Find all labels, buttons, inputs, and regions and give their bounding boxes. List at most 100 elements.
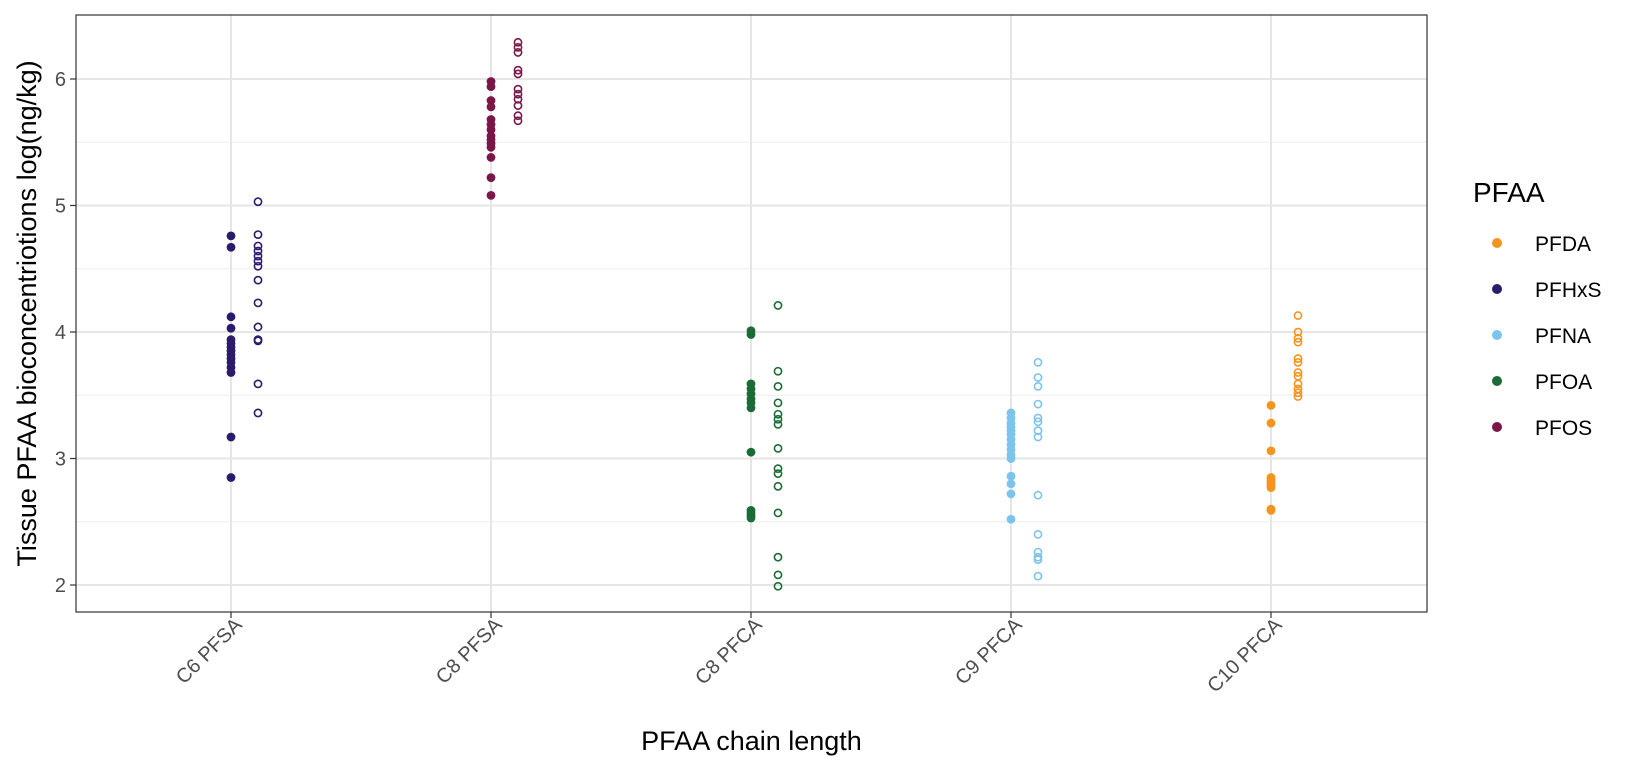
data-point-pfhxs-open (253, 298, 263, 308)
data-point-pfoa-open (773, 419, 783, 429)
data-point-pfoa-open (773, 443, 783, 453)
y-tick-label: 5 (55, 196, 66, 218)
data-point-pfhxs-open (253, 246, 263, 256)
data-point-pfhxs-open (253, 275, 263, 285)
data-point-pfhxs-filled (226, 432, 236, 442)
data-point-pfhxs-open (253, 256, 263, 266)
data-point-pfos-filled (486, 102, 496, 112)
data-point-pfna-filled (1006, 514, 1016, 524)
data-point-pfda-filled (1266, 483, 1276, 492)
legend-key-pfoa (1492, 376, 1502, 386)
data-point-pfda-filled (1266, 505, 1276, 515)
data-point-pfoa-open (773, 381, 783, 391)
data-point-pfos-filled (486, 142, 496, 152)
data-point-pfoa-filled (746, 403, 756, 413)
data-point-pfoa-open (773, 414, 783, 424)
data-point-pfda-filled (1266, 400, 1276, 410)
data-point-pfna-open (1033, 432, 1043, 442)
data-point-pfda-open (1293, 327, 1303, 337)
data-point-pfhxs-filled (226, 242, 236, 252)
data-point-pfos-open (513, 101, 523, 110)
legend-label-pfda: PFDA (1535, 233, 1591, 256)
data-point-pfos-open (513, 48, 523, 57)
data-point-pfna-open (1033, 373, 1043, 382)
data-point-pfoa-filled (746, 447, 756, 457)
legend-key-pfda (1492, 238, 1502, 248)
data-point-pfoa-open (773, 552, 783, 562)
data-point-pfos-open (513, 42, 523, 52)
data-point-pfoa-open (773, 508, 783, 518)
data-point-pfoa-open (773, 481, 783, 491)
data-point-pfos-open (513, 84, 523, 94)
data-point-pfda-open (1293, 333, 1303, 343)
data-point-pfhxs-open (253, 197, 263, 207)
data-point-pfos-filled (486, 125, 496, 134)
legend-title: PFAA (1473, 177, 1545, 208)
data-point-pfna-open (1033, 417, 1043, 427)
data-point-pfda-open (1293, 354, 1303, 363)
data-point-pfna-open (1033, 381, 1043, 391)
data-point-pfda-open (1293, 368, 1303, 377)
legend-items: PFDA PFHxS PFNA PFOA PFOS (1492, 233, 1602, 440)
y-tick-label: 4 (55, 322, 66, 344)
data-point-pfhxs-filled (226, 368, 236, 377)
data-point-pfos-open (513, 65, 523, 75)
data-point-pfda-open (1293, 379, 1303, 389)
data-point-pfna-filled (1006, 489, 1016, 499)
data-point-pfhxs-open (253, 241, 263, 251)
data-point-pfoa-open (773, 301, 783, 310)
data-point-pfda-filled (1266, 418, 1276, 428)
y-tick-label: 3 (55, 449, 66, 471)
legend-label-pfos: PFOS (1535, 417, 1592, 440)
data-point-pfda-filled (1266, 446, 1276, 456)
data-point-pfos-open (513, 69, 523, 79)
data-point-pfna-open (1033, 555, 1043, 565)
data-point-pfos-open (513, 94, 523, 104)
legend-key-pfhxs (1492, 284, 1502, 294)
data-point-pfos-open (513, 89, 523, 99)
data-point-pfos-open (513, 37, 523, 47)
data-point-pfoa-filled (746, 513, 756, 523)
legend-key-pfos (1492, 422, 1502, 432)
data-point-pfoa-open (773, 469, 783, 479)
data-point-pfoa-filled (746, 330, 756, 339)
data-point-pfna-open (1033, 399, 1043, 409)
data-point-pfos-filled (486, 153, 496, 162)
legend-label-pfoa: PFOA (1535, 371, 1592, 394)
data-point-pfda-open (1293, 388, 1303, 398)
data-point-pfoa-open (773, 581, 783, 591)
data-point-pfhxs-filled (226, 231, 236, 241)
data-point-pfna-filled (1006, 454, 1016, 463)
data-point-pfhxs-open (253, 322, 263, 332)
data-point-pfda-open (1293, 311, 1303, 320)
data-point-pfda-open (1293, 357, 1303, 367)
data-point-pfoa-open (773, 398, 783, 408)
data-point-pfhxs-filled (226, 473, 236, 482)
data-point-pfos-filled (486, 190, 496, 200)
y-tick-label: 6 (55, 69, 66, 91)
data-point-pfda-open (1293, 392, 1303, 401)
data-point-pfna-open (1033, 530, 1043, 539)
data-point-pfos-open (513, 111, 523, 121)
data-point-pfoa-open (773, 366, 783, 376)
data-point-pfda-open (1293, 337, 1303, 347)
y-tick-label: 2 (55, 575, 66, 597)
legend-key-pfna (1492, 330, 1502, 340)
data-point-pfoa-open (773, 570, 783, 580)
data-point-pfna-open (1033, 552, 1043, 562)
data-point-pfhxs-filled (226, 312, 236, 322)
data-point-pfos-open (513, 116, 523, 126)
data-point-pfhxs-open (253, 261, 263, 271)
data-point-pfna-open (1033, 426, 1043, 436)
data-point-pfhxs-open (253, 336, 263, 346)
y-axis-title: Tissue PFAA bioconcentriotions log(ng/kg… (12, 60, 42, 566)
data-point-pfoa-open (773, 464, 783, 474)
data-point-pfos-filled (486, 82, 496, 91)
legend: PFAA PFDA PFHxS PFNA PFOA PFOS (1473, 177, 1602, 440)
data-point-pfna-open (1033, 357, 1043, 367)
data-point-pfos-filled (486, 173, 496, 183)
data-point-pfhxs-filled (226, 323, 236, 333)
data-point-pfna-filled (1006, 479, 1016, 489)
legend-label-pfhxs: PFHxS (1535, 279, 1602, 302)
